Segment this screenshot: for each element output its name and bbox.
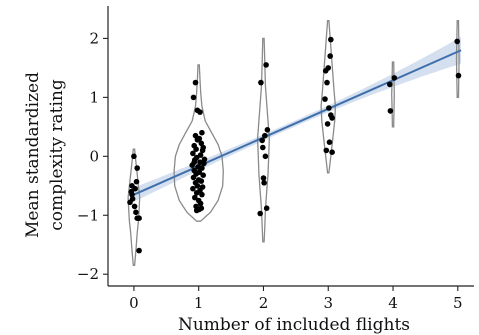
data-point — [197, 109, 203, 115]
y-tick-label: 1 — [89, 88, 99, 106]
data-point — [259, 137, 266, 144]
data-point — [129, 196, 136, 202]
data-point — [198, 178, 205, 184]
data-point — [326, 139, 333, 145]
x-tick-label: 0 — [129, 294, 139, 312]
data-point — [199, 129, 205, 136]
data-point — [199, 165, 205, 171]
y-tick-label: 0 — [89, 147, 99, 165]
data-point — [199, 191, 205, 198]
data-point — [260, 175, 267, 181]
data-point — [193, 190, 200, 196]
data-point — [323, 147, 330, 154]
data-point — [197, 200, 204, 207]
data-point — [194, 183, 201, 189]
data-point — [326, 105, 332, 111]
data-point — [198, 140, 205, 147]
data-point — [329, 115, 335, 121]
data-point — [324, 79, 330, 86]
x-tick-label: 3 — [323, 294, 333, 312]
data-point — [261, 180, 267, 186]
violin-4 — [391, 61, 395, 128]
data-point — [201, 160, 207, 167]
data-point — [132, 185, 138, 192]
data-point — [387, 108, 394, 114]
y-tick-label: −1 — [77, 206, 99, 224]
x-axis-label: Number of included flights — [178, 315, 410, 335]
data-point — [258, 79, 264, 86]
data-point — [328, 36, 334, 43]
data-point — [190, 150, 196, 157]
data-point — [191, 159, 197, 165]
data-point — [133, 209, 139, 216]
data-point — [264, 127, 271, 133]
data-point — [192, 79, 199, 86]
data-point — [263, 205, 270, 211]
data-point — [257, 210, 264, 217]
data-point — [134, 165, 140, 171]
y-axis-label-line-1: Mean standardized — [23, 72, 43, 238]
data-point — [131, 153, 137, 160]
data-point — [324, 121, 331, 127]
data-point — [196, 135, 203, 142]
violin-5 — [455, 20, 460, 99]
data-point — [325, 65, 332, 71]
y-tick-label: 2 — [89, 29, 99, 47]
data-point — [329, 149, 335, 155]
data-point — [454, 38, 461, 45]
data-point — [327, 53, 334, 59]
data-point — [201, 156, 208, 163]
data-point — [129, 191, 135, 198]
data-point — [260, 144, 266, 151]
data-point — [387, 81, 393, 88]
data-point — [262, 153, 269, 160]
plot-area — [127, 20, 462, 267]
data-point — [262, 132, 268, 139]
data-point — [136, 247, 142, 254]
data-point — [192, 194, 198, 201]
data-point — [193, 146, 199, 152]
x-tick-label: 4 — [388, 294, 398, 312]
data-point — [133, 178, 140, 185]
data-point — [136, 215, 142, 221]
y-tick-label: −2 — [77, 265, 99, 283]
data-point — [198, 205, 205, 211]
data-point — [322, 96, 328, 102]
data-point — [391, 75, 398, 81]
x-tick-label: 2 — [259, 294, 269, 312]
violin-3 — [320, 20, 337, 174]
regression-line — [130, 49, 462, 197]
y-axis-label-line-2: complexity rating — [47, 79, 67, 231]
data-point — [131, 203, 138, 210]
x-tick-label: 5 — [453, 294, 463, 312]
data-point — [200, 144, 206, 151]
data-point — [190, 94, 197, 101]
violin-1 — [173, 64, 224, 222]
data-point — [190, 185, 196, 192]
data-point — [193, 207, 200, 214]
data-point — [263, 62, 269, 68]
violin-2 — [256, 37, 270, 243]
axes: 0 1 2 3 4 5 −2 −1 0 1 2 — [77, 6, 474, 312]
x-tick-label: 1 — [194, 294, 204, 312]
data-point — [190, 174, 197, 181]
data-point — [455, 72, 462, 79]
data-point — [200, 172, 206, 178]
confidence-band — [130, 36, 461, 204]
